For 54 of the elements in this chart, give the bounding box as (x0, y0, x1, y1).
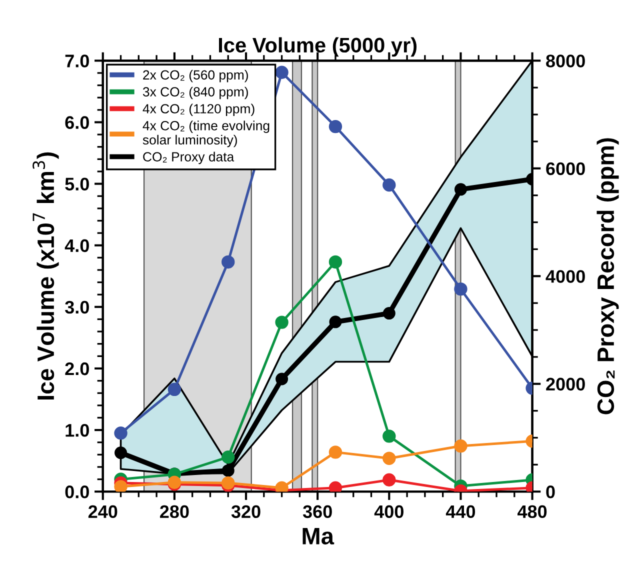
legend-label: 2x CO₂ (560 ppm) (143, 70, 248, 82)
y-tick-label: 5.0 (65, 178, 89, 191)
y2-tick-label: 4000 (546, 270, 585, 283)
point (275, 66, 288, 79)
point (222, 464, 234, 477)
x-tick-label: 320 (231, 505, 260, 518)
y-tick-label: 2.0 (65, 362, 89, 376)
x-tick-label: 360 (302, 505, 332, 518)
point (276, 372, 288, 386)
legend-label: 4x CO₂ (1120 ppm) (142, 104, 254, 116)
point (114, 426, 128, 440)
y-tick-label: 4.0 (64, 239, 89, 252)
point (275, 316, 288, 329)
chart-title: Ice Volume (5000 yr) (219, 37, 417, 57)
y-tick-label: 1.0 (66, 424, 89, 437)
y2-tick-label: 0 (546, 486, 555, 498)
point (328, 481, 342, 492)
legend-label: 4x CO₂ (time evolving solar luminosity) (142, 120, 270, 148)
point (454, 439, 468, 453)
x-tick-label: 480 (518, 505, 547, 518)
point (329, 316, 342, 328)
point (328, 255, 342, 269)
point (222, 450, 235, 464)
point (382, 452, 396, 465)
point (382, 430, 396, 443)
point (382, 473, 396, 486)
legend-label: CO₂ Proxy data (143, 152, 234, 164)
point (114, 446, 128, 460)
point (275, 481, 288, 492)
point (454, 282, 468, 296)
x-tick-label: 280 (160, 505, 189, 518)
y-axis-title: Ice Volume (x10$^{7}$ km$^{3}$) (32, 152, 59, 400)
y2-tick-label: 6000 (546, 162, 585, 176)
y2-tick-label: 2000 (546, 378, 585, 391)
x-tick-label: 400 (374, 505, 404, 518)
point (454, 183, 467, 196)
y-tick-label: 0.0 (65, 486, 89, 498)
x-axis-title: Ma (302, 528, 334, 545)
y-tick-label: 3.0 (65, 300, 89, 314)
x-tick-label: 440 (446, 505, 476, 518)
point (114, 480, 128, 492)
y-tick-label: 7.0 (65, 54, 89, 68)
legend-label: 3x CO₂ (840 ppm) (142, 86, 248, 100)
point (328, 446, 342, 459)
point (328, 120, 342, 134)
point (382, 178, 396, 192)
point (222, 255, 235, 269)
point (222, 476, 235, 490)
point (382, 307, 396, 320)
y2-tick-label: 8000 (546, 54, 585, 68)
y-tick-label: 6.0 (65, 116, 89, 129)
point (168, 382, 182, 396)
x-tick-label: 240 (88, 505, 118, 518)
y2-axis-title: CO₂ Proxy Record (ppm) (596, 138, 619, 414)
